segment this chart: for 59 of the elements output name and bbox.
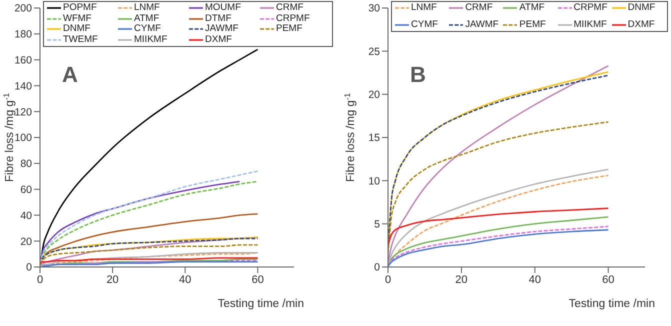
legend-label: MOUMF	[205, 2, 241, 14]
legend-label: CRMF	[465, 2, 493, 14]
y-tick-label: 160	[14, 54, 32, 67]
x-tick-label: 0	[384, 274, 392, 286]
line-series	[40, 252, 258, 267]
x-tick-label: 20	[106, 274, 119, 286]
legend-label: ATMF	[134, 12, 160, 24]
legend-label: DNMF	[628, 2, 656, 14]
legend-label: JAWMF	[205, 23, 238, 34]
y-tick-label: 0	[26, 262, 32, 274]
legend-label: DTMF	[205, 12, 232, 24]
legend-label: CRMF	[276, 2, 304, 14]
line-series	[388, 208, 609, 246]
legend-label: WFMF	[63, 12, 92, 24]
y-tick-label: 5	[374, 218, 380, 231]
legend-label: CRPMF	[276, 12, 310, 24]
y-tick-label: 100	[14, 132, 32, 144]
line-series	[388, 121, 609, 255]
legend-label: CRPMF	[574, 2, 608, 14]
legend-label: MIIKMF	[574, 18, 607, 30]
y-tick-label: 0	[374, 262, 380, 274]
legend-label: PEMF	[519, 18, 546, 30]
legend-label: TWEMF	[63, 34, 98, 45]
legend-label: CYMF	[411, 18, 438, 30]
y-tick-label: 25	[368, 46, 380, 58]
x-tick-label: 0	[36, 274, 44, 286]
legend-label: CYMF	[134, 23, 161, 34]
x-tick-label: 40	[179, 274, 192, 286]
legend-label: MIIKMF	[134, 34, 168, 45]
legend-label: DNMF	[63, 23, 90, 34]
annotation: A	[62, 62, 78, 88]
legend-label: ATMF	[519, 2, 545, 14]
x-tick-label: 60	[602, 274, 614, 286]
y-tick-label: 10	[368, 175, 380, 188]
y-tick-label: 140	[14, 80, 32, 92]
y-tick-label: 40	[20, 210, 32, 222]
legend-label: DXMF	[205, 34, 232, 45]
y-tick-label: 20	[368, 89, 380, 102]
x-axis-title: Testing time /min	[568, 298, 655, 310]
legend-label: JAWMF	[465, 18, 499, 30]
legend-label: POPMF	[63, 2, 97, 14]
y-tick-label: 15	[368, 132, 380, 144]
legend-label: LNMF	[411, 2, 437, 14]
y-tick-label: 20	[20, 236, 32, 248]
y-tick-label: 60	[20, 184, 32, 196]
y-tick-label: 80	[20, 158, 32, 170]
legend-label: LNMF	[134, 2, 160, 14]
y-tick-label: 120	[14, 106, 32, 118]
y-tick-label: 180	[14, 28, 32, 41]
x-tick-label: 60	[252, 274, 264, 286]
annotation: B	[410, 62, 426, 88]
x-tick-label: 40	[528, 274, 541, 286]
y-tick-label: 200	[14, 2, 32, 15]
legend-label: DXMF	[628, 18, 655, 30]
y-tick-label: 30	[368, 2, 380, 15]
x-axis-title: Testing time /min	[218, 298, 304, 310]
line-series	[40, 244, 258, 266]
x-tick-label: 20	[455, 274, 468, 286]
legend-label: PEMF	[276, 23, 302, 34]
